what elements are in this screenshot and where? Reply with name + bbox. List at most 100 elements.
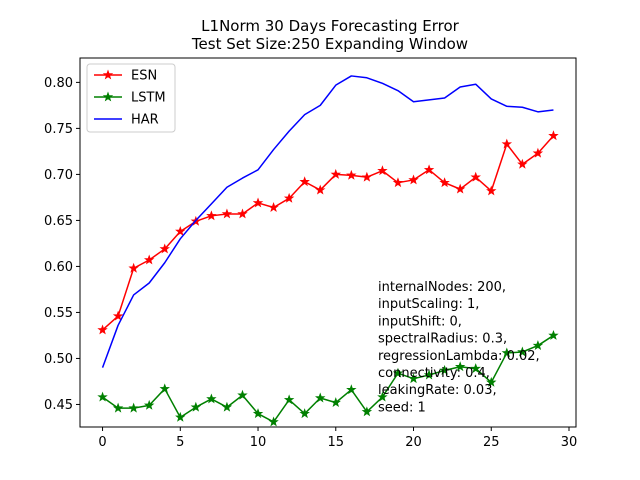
y-tick-label: 0.60 xyxy=(44,260,73,275)
data-point-lstm xyxy=(423,369,435,380)
y-tick-label: 0.65 xyxy=(44,214,73,229)
data-point-lstm xyxy=(408,373,419,384)
legend-label: ESN xyxy=(131,69,157,84)
data-point-lstm xyxy=(97,391,108,402)
y-tick-label: 0.55 xyxy=(44,306,73,321)
legend-marker xyxy=(102,69,114,80)
legend-item-lstm: LSTM xyxy=(94,91,166,106)
data-point-esn xyxy=(532,147,544,158)
data-point-lstm xyxy=(190,401,202,412)
data-point-esn xyxy=(392,177,404,188)
x-tick-label: 0 xyxy=(98,435,106,450)
data-point-esn xyxy=(175,225,186,236)
data-point-lstm xyxy=(268,416,279,427)
legend-label: LSTM xyxy=(131,91,166,106)
legend-marker xyxy=(102,91,114,102)
data-point-esn xyxy=(470,171,481,182)
data-point-lstm xyxy=(330,397,341,408)
annotation-line: regressionLambda: 0.02, xyxy=(378,349,540,364)
data-point-lstm xyxy=(470,363,481,373)
data-point-esn xyxy=(501,138,513,149)
data-point-lstm xyxy=(439,364,450,375)
data-point-esn xyxy=(206,210,217,221)
data-point-esn xyxy=(268,202,279,212)
annotation-line: leakingRate: 0.03, xyxy=(378,383,497,398)
data-point-esn xyxy=(97,324,108,335)
x-tick-label: 30 xyxy=(561,435,578,450)
y-axis: 0.45 0.50 0.55 0.60 0.65 0.70 0.75 0.80 xyxy=(44,76,80,413)
data-point-lstm xyxy=(392,367,404,378)
series-line-esn xyxy=(102,135,555,331)
x-tick-label: 15 xyxy=(328,435,345,450)
data-point-esn xyxy=(361,171,373,182)
y-tick-label: 0.75 xyxy=(44,122,73,137)
data-point-esn xyxy=(159,243,170,254)
data-point-esn xyxy=(377,165,388,176)
x-axis: 0 5 10 15 20 25 30 xyxy=(98,427,577,450)
data-point-lstm xyxy=(252,408,264,419)
legend-item-har: HAR xyxy=(94,113,159,128)
data-point-esn xyxy=(408,174,419,185)
x-tick-label: 5 xyxy=(176,435,184,450)
x-tick-label: 25 xyxy=(483,435,500,450)
x-tick-label: 10 xyxy=(250,435,267,450)
legend-label: HAR xyxy=(131,113,159,128)
data-point-esn xyxy=(299,176,310,187)
data-point-esn xyxy=(423,164,435,175)
data-point-lstm xyxy=(299,408,310,419)
data-point-esn xyxy=(439,177,450,188)
x-tick-label: 20 xyxy=(405,435,422,450)
data-point-lstm xyxy=(454,361,466,372)
annotation-line: connectivity: 0.4, xyxy=(378,366,490,381)
data-point-esn xyxy=(486,185,497,196)
data-point-lstm xyxy=(315,392,326,403)
data-point-lstm xyxy=(237,389,248,400)
chart-title-line-2: Test Set Size:250 Expanding Window xyxy=(191,35,468,53)
data-point-esn xyxy=(128,262,139,273)
legend: ESN LSTM HAR xyxy=(86,63,176,133)
data-point-esn xyxy=(221,208,233,219)
data-point-esn xyxy=(517,158,528,169)
plot-frame xyxy=(79,57,577,428)
data-point-lstm xyxy=(221,401,233,412)
series-lstm xyxy=(97,329,559,427)
data-point-lstm xyxy=(501,347,513,358)
data-point-esn xyxy=(330,168,341,179)
data-point-lstm xyxy=(175,411,186,422)
plot-area xyxy=(97,75,559,427)
annotation-line: inputShift: 0, xyxy=(378,314,462,329)
data-point-lstm xyxy=(159,383,170,394)
annotation-line: seed: 1 xyxy=(378,400,426,415)
y-tick-label: 0.80 xyxy=(44,76,73,91)
data-point-lstm xyxy=(548,329,559,340)
data-point-esn xyxy=(548,130,559,141)
legend-box xyxy=(86,63,176,133)
series-esn xyxy=(97,130,559,335)
data-point-lstm xyxy=(377,391,388,402)
data-point-esn xyxy=(283,192,295,203)
data-point-esn xyxy=(346,169,357,180)
annotation-line: inputScaling: 1, xyxy=(378,297,479,312)
y-tick-label: 0.70 xyxy=(44,168,73,183)
data-point-esn xyxy=(252,197,264,208)
y-tick-label: 0.45 xyxy=(44,398,73,413)
data-point-lstm xyxy=(517,346,528,357)
data-point-lstm xyxy=(346,384,357,395)
y-tick-label: 0.50 xyxy=(44,352,73,367)
parameter-annotation: internalNodes: 200, inputScaling: 1, input… xyxy=(378,280,540,415)
data-point-lstm xyxy=(128,402,139,413)
data-point-lstm xyxy=(283,394,295,405)
data-point-lstm xyxy=(143,399,155,410)
data-point-lstm xyxy=(206,393,217,404)
data-point-esn xyxy=(143,254,155,265)
series-har xyxy=(101,75,554,368)
data-point-esn xyxy=(454,183,466,194)
annotation-line: internalNodes: 200, xyxy=(378,280,506,295)
data-point-esn xyxy=(112,310,124,321)
data-point-esn xyxy=(237,208,248,219)
series-line-har xyxy=(101,75,554,368)
annotation-line: spectralRadius: 0.3, xyxy=(378,332,507,347)
data-point-lstm xyxy=(532,340,544,350)
data-point-lstm xyxy=(112,402,124,413)
